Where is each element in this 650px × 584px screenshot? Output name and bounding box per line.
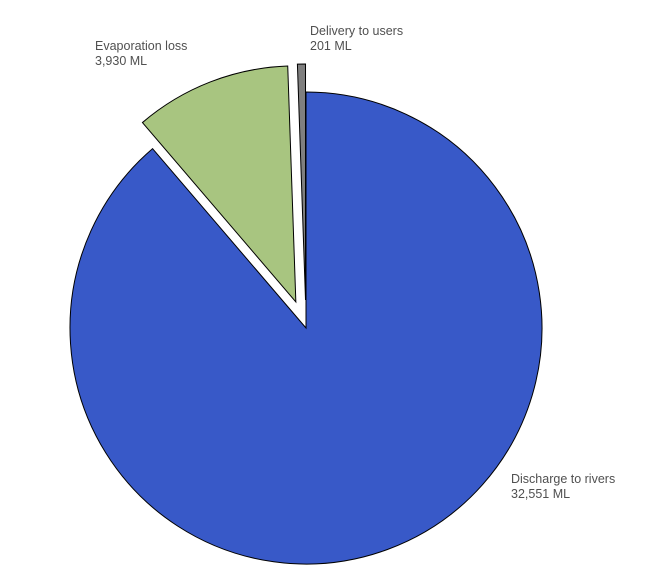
slice-label-name: Discharge to rivers xyxy=(511,472,615,486)
slice-label-name: Evaporation loss xyxy=(95,39,187,53)
slice-label: Delivery to users 201 ML xyxy=(310,24,403,53)
pie-slice-evaporation-loss xyxy=(141,65,297,304)
slice-label: Evaporation loss 3,930 ML xyxy=(95,39,187,68)
pie-slice-delivery-to-users xyxy=(296,63,307,301)
slice-label-value: 32,551 ML xyxy=(511,487,570,501)
pie-slice-discharge-to-rivers xyxy=(69,91,543,565)
slice-label-name: Delivery to users xyxy=(310,24,403,38)
slice-label: Discharge to rivers 32,551 ML xyxy=(511,472,615,501)
slice-label-value: 201 ML xyxy=(310,39,352,53)
slice-label-value: 3,930 ML xyxy=(95,54,147,68)
